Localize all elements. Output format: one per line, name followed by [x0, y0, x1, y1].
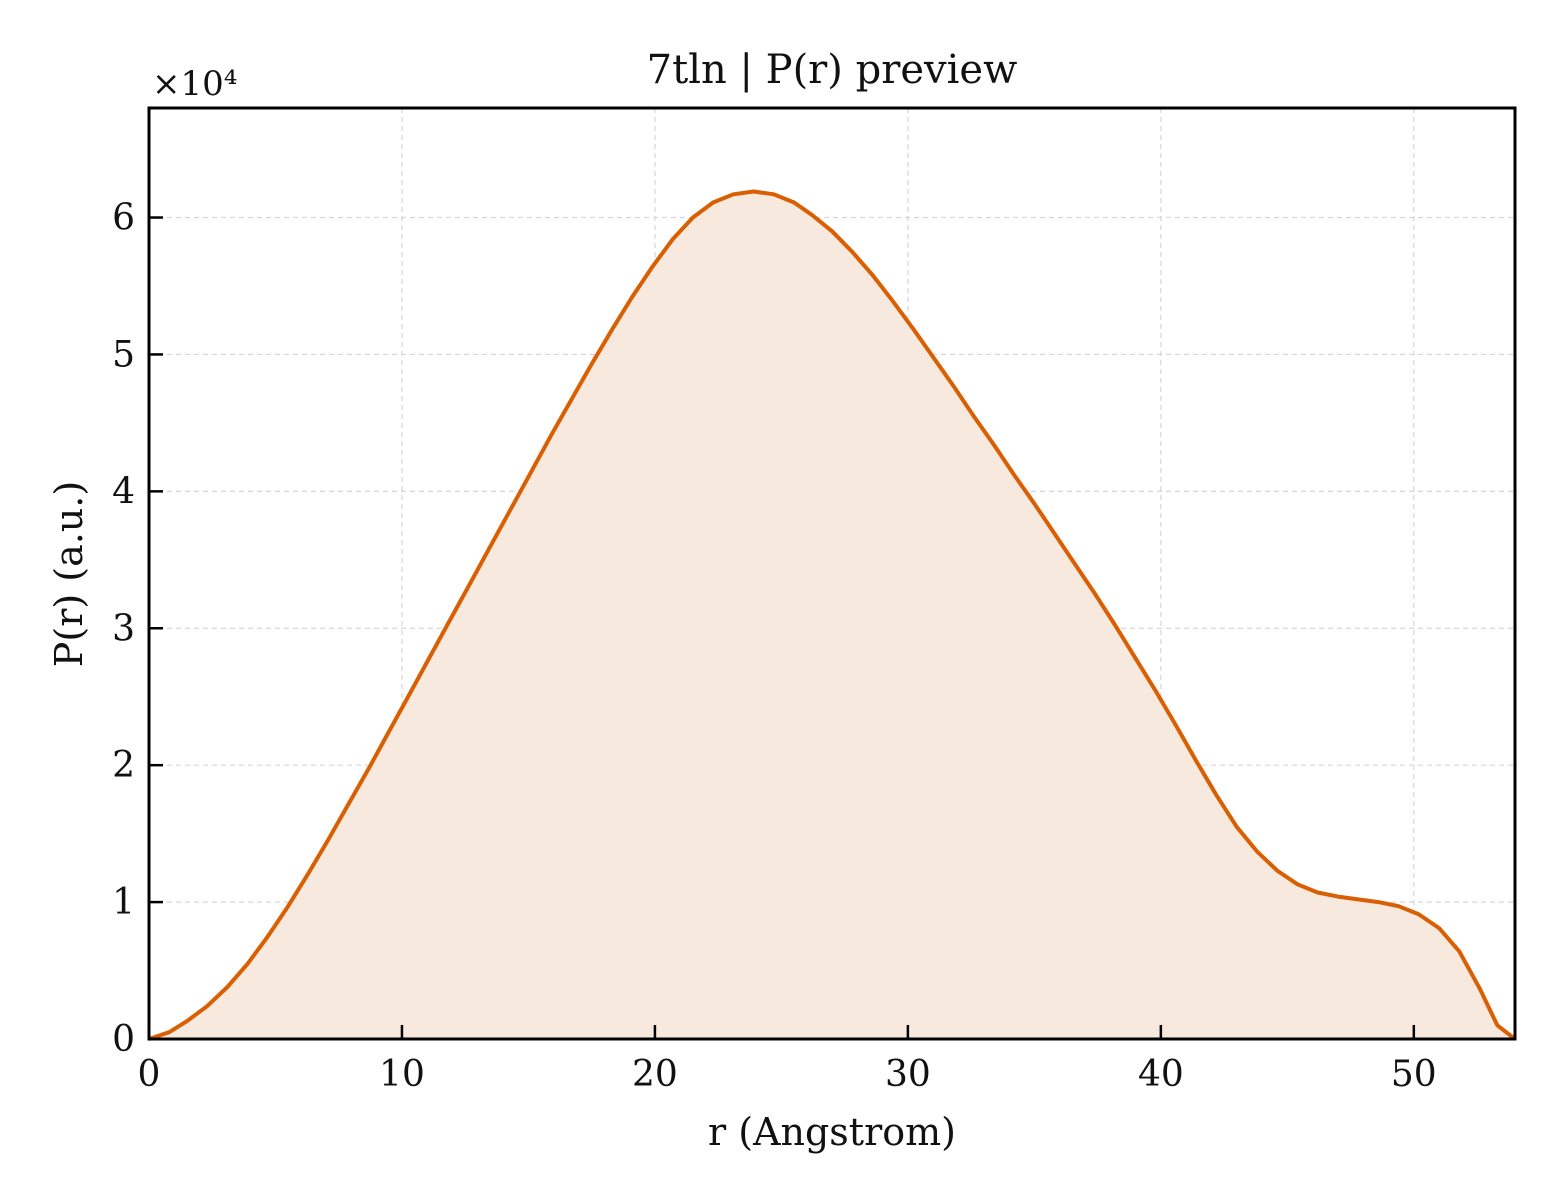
y-scale-label: ×10⁴: [152, 64, 237, 104]
y-tick-label: 4: [112, 471, 135, 512]
ticks: 0 10 20 30 40 50 0 1 2 3 4 5 6: [112, 198, 1437, 1095]
y-tick-label: 6: [112, 198, 135, 239]
chart-title: 7tln | P(r) preview: [647, 47, 1018, 93]
x-tick-label: 30: [885, 1054, 931, 1095]
y-tick-label: 0: [112, 1019, 135, 1060]
y-tick-label: 2: [112, 745, 135, 786]
x-tick-label: 40: [1138, 1054, 1184, 1095]
x-tick-label: 20: [632, 1054, 678, 1095]
x-tick-label: 10: [379, 1054, 425, 1095]
pr-area-fill: [149, 191, 1515, 1039]
x-tick-label: 50: [1391, 1054, 1437, 1095]
plot-frame: [147, 106, 1517, 1041]
y-axis-label: P(r) (a.u.): [47, 481, 91, 667]
y-tick-label: 1: [112, 882, 135, 923]
x-tick-label: 0: [138, 1054, 161, 1095]
y-tick-label: 3: [112, 608, 135, 649]
x-axis-label: r (Angstrom): [708, 1110, 956, 1154]
pr-line: [148, 189, 1517, 1041]
y-tick-label: 5: [112, 334, 135, 375]
